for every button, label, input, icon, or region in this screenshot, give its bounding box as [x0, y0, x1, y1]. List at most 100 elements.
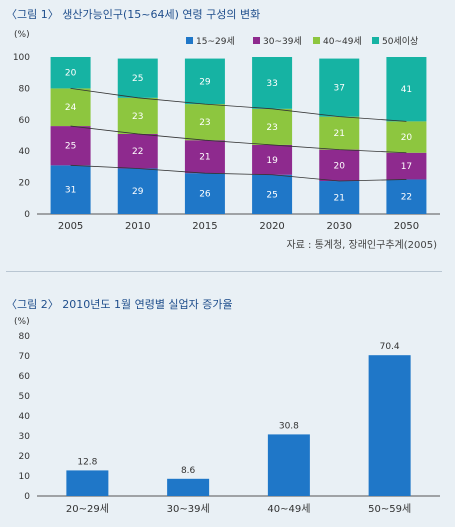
data-label: 31: [65, 186, 76, 196]
trend-line: [70, 164, 407, 182]
x-tick-label: 50~59세: [368, 503, 411, 515]
data-label: 17: [401, 162, 412, 172]
bar-segment: [386, 152, 427, 180]
x-tick-label: 2015: [192, 221, 217, 232]
bar-segment: [319, 58, 360, 117]
bar-segment: [184, 58, 225, 105]
data-label: 21: [334, 194, 345, 204]
bar-segment: [386, 179, 427, 214]
data-label: 20: [65, 69, 77, 79]
bar: [368, 355, 411, 496]
x-tick-label: 2010: [125, 221, 150, 232]
data-label: 23: [266, 123, 277, 133]
data-label: 19: [266, 156, 278, 166]
bar-segment: [50, 165, 91, 214]
y-tick-label: 0: [24, 210, 30, 220]
data-label: 30.8: [279, 421, 299, 431]
data-label: 12.8: [77, 457, 97, 467]
data-label: 22: [132, 147, 143, 157]
bar: [167, 478, 210, 496]
y-tick-label: 50: [19, 392, 31, 402]
y-axis-unit: (%): [14, 30, 30, 40]
data-label: 8.6: [181, 466, 196, 476]
data-label: 33: [266, 79, 277, 89]
y-tick-label: 100: [13, 53, 30, 63]
legend-swatch: [253, 37, 260, 44]
x-tick-label: 2050: [394, 221, 419, 232]
data-label: 37: [334, 84, 345, 94]
bar-segment: [50, 88, 91, 127]
y-tick-label: 60: [19, 116, 31, 126]
bar-segment: [252, 144, 293, 175]
data-label: 25: [65, 142, 76, 152]
data-label: 41: [401, 85, 412, 95]
bar: [66, 470, 109, 496]
data-label: 26: [199, 190, 211, 200]
legend-label: 15~29세: [196, 36, 235, 47]
y-tick-label: 0: [24, 492, 30, 502]
bar-segment: [319, 149, 360, 182]
y-tick-label: 30: [19, 432, 31, 442]
bar-segment: [117, 168, 158, 214]
legend-swatch: [186, 37, 193, 44]
data-label: 24: [65, 103, 77, 113]
data-label: 20: [401, 133, 413, 143]
bar-segment: [252, 174, 293, 214]
y-tick-label: 60: [19, 372, 31, 382]
legend-swatch: [313, 37, 320, 44]
bar-segment: [184, 173, 225, 214]
bar-segment: [184, 104, 225, 141]
bar-segment: [252, 108, 293, 145]
legend-label: 30~39세: [263, 36, 302, 47]
y-tick-label: 20: [19, 179, 31, 189]
y-tick-label: 70: [19, 352, 31, 362]
bar-segment: [184, 140, 225, 174]
bar-segment: [50, 57, 91, 89]
section-divider: [6, 271, 442, 272]
y-tick-label: 10: [19, 472, 31, 482]
chart1-source: 자료 : 통계청, 장래인구추계(2005): [286, 240, 437, 251]
data-label: 21: [334, 129, 345, 139]
y-tick-label: 80: [19, 332, 31, 342]
data-label: 23: [199, 118, 210, 128]
y-tick-label: 40: [19, 412, 31, 422]
data-label: 21: [199, 153, 210, 163]
x-tick-label: 20~29세: [66, 503, 109, 515]
chart2-title: 〈그림 2〉 2010년도 1월 연령별 실업자 증가율: [6, 298, 233, 311]
trend-line: [70, 88, 407, 122]
x-tick-label: 2005: [58, 221, 83, 232]
bar-segment: [117, 133, 158, 169]
legend-label: 40~49세: [323, 36, 362, 47]
bar-segment: [117, 58, 158, 98]
data-label: 25: [132, 74, 143, 84]
bar-segment: [319, 181, 360, 214]
chart1-title: 〈그림 1〉 생산가능인구(15~64세) 연령 구성의 변화: [6, 8, 261, 21]
bar-segment: [252, 57, 293, 109]
data-label: 29: [132, 187, 144, 197]
bar-segment: [319, 116, 360, 150]
y-tick-label: 80: [19, 84, 31, 94]
data-label: 29: [199, 77, 211, 87]
data-label: 70.4: [380, 342, 400, 352]
bar-segment: [386, 121, 427, 153]
bar-segment: [386, 57, 427, 122]
bar-segment: [117, 97, 158, 134]
stacked-bar-chart: (%) 0 20 40 60 80 100 31 25 24 20 2005 29 22 23 25 2010 2…: [13, 30, 440, 232]
y-tick-label: 40: [19, 147, 31, 157]
data-label: 20: [334, 161, 346, 171]
data-label: 23: [132, 112, 143, 122]
x-tick-label: 2020: [259, 221, 284, 232]
data-label: 25: [266, 190, 277, 200]
bar: [267, 434, 310, 496]
y-tick-label: 20: [19, 452, 31, 462]
x-tick-label: 30~39세: [167, 503, 210, 515]
data-label: 22: [401, 193, 412, 203]
bar-segment: [50, 126, 91, 166]
x-tick-label: 40~49세: [267, 503, 310, 515]
x-tick-label: 2030: [327, 221, 352, 232]
legend-label: 50세이상: [382, 36, 418, 47]
legend-swatch: [372, 37, 379, 44]
y-axis-unit: (%): [14, 317, 30, 327]
trend-line: [70, 125, 407, 154]
